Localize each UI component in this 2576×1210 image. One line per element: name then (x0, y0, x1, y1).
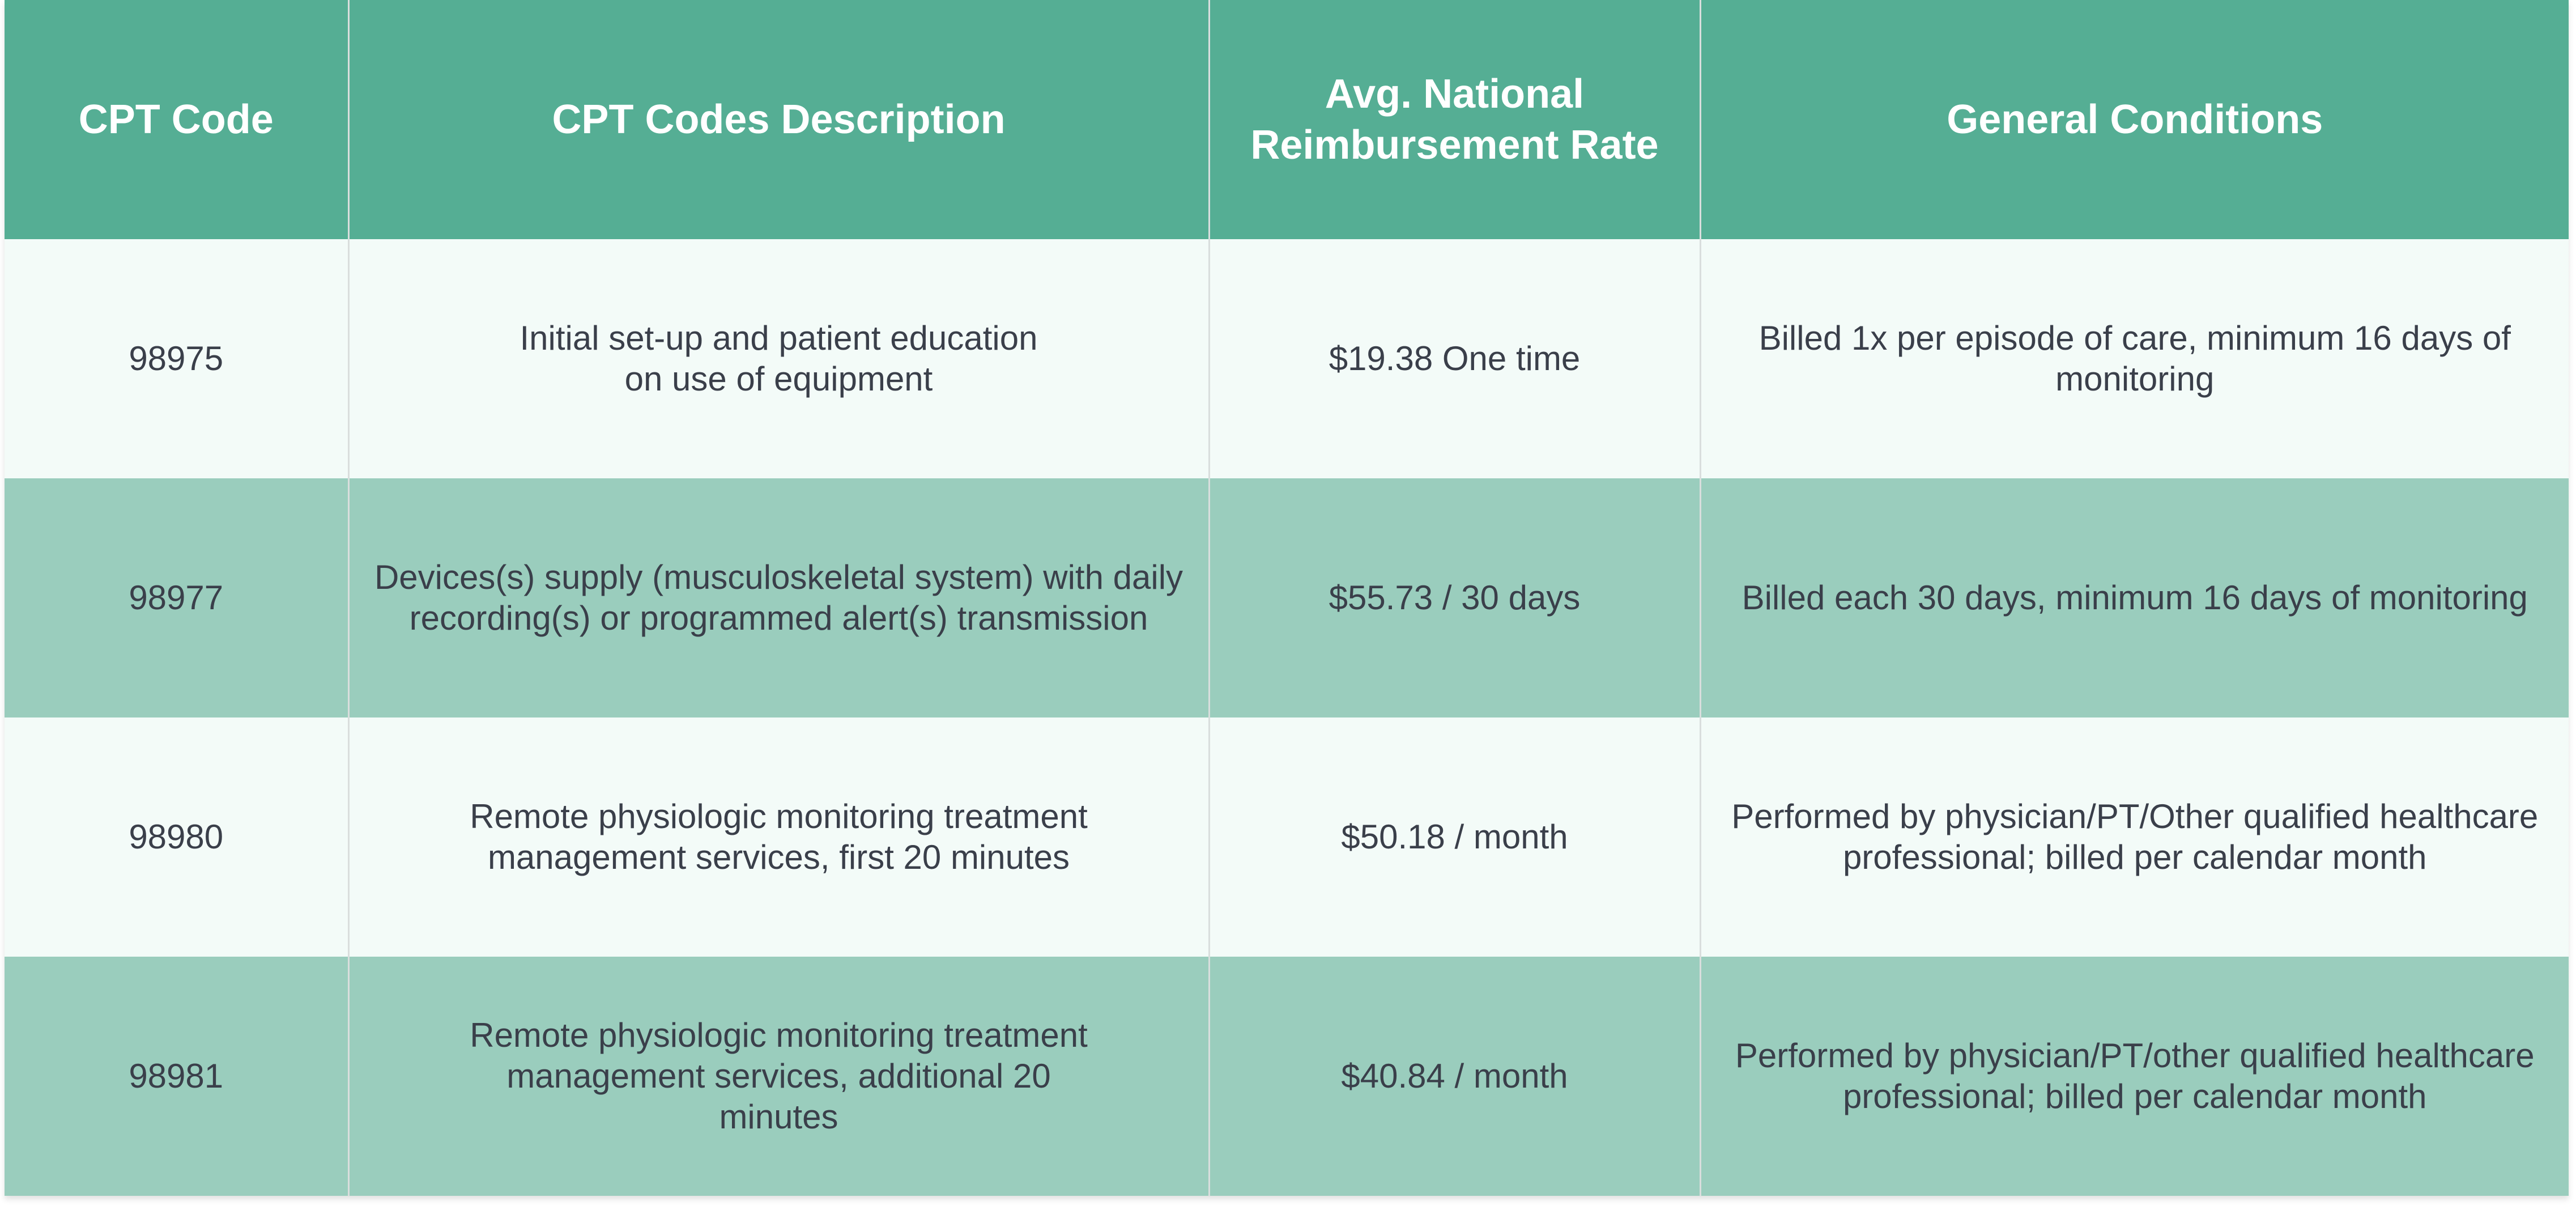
header-cpt-code: CPT Code (5, 0, 348, 239)
cell-description: Initial set-up and patient education on … (347, 239, 1209, 478)
cell-rate: $19.38 One time (1208, 239, 1700, 478)
cell-conditions: Billed 1x per episode of care, minimum 1… (1699, 239, 2569, 478)
cpt-codes-table-container: CPT Code CPT Codes Description Avg. Nati… (5, 0, 2569, 1196)
table-row: 98977 Devices(s) supply (musculoskeletal… (5, 478, 2569, 717)
cell-cpt-code: 98980 (5, 717, 348, 957)
cell-cpt-code: 98977 (5, 478, 348, 717)
cell-conditions: Performed by physician/PT/Other qualifie… (1699, 717, 2569, 957)
cell-description: Remote physiologic monitoring treatment … (347, 957, 1209, 1196)
table-row: 98975 Initial set-up and patient educati… (5, 239, 2569, 478)
cell-cpt-code: 98975 (5, 239, 348, 478)
header-general-conditions: General Conditions (1699, 0, 2569, 239)
cell-cpt-code: 98981 (5, 957, 348, 1196)
cell-description: Devices(s) supply (musculoskeletal syste… (347, 478, 1209, 717)
table-header-row: CPT Code CPT Codes Description Avg. Nati… (5, 0, 2569, 239)
cell-rate: $40.84 / month (1208, 957, 1700, 1196)
cell-description: Remote physiologic monitoring treatment … (347, 717, 1209, 957)
cpt-codes-table: CPT Code CPT Codes Description Avg. Nati… (5, 0, 2569, 1196)
cell-conditions: Performed by physician/PT/other qualifie… (1699, 957, 2569, 1196)
table-row: 98980 Remote physiologic monitoring trea… (5, 717, 2569, 957)
header-reimbursement-rate: Avg. National Reimbursement Rate (1208, 0, 1700, 239)
header-reimbursement-rate-label: Avg. National Reimbursement Rate (1250, 71, 1659, 168)
table-row: 98981 Remote physiologic monitoring trea… (5, 957, 2569, 1196)
header-description: CPT Codes Description (347, 0, 1209, 239)
cell-conditions: Billed each 30 days, minimum 16 days of … (1699, 478, 2569, 717)
cell-rate: $50.18 / month (1208, 717, 1700, 957)
cell-rate: $55.73 / 30 days (1208, 478, 1700, 717)
